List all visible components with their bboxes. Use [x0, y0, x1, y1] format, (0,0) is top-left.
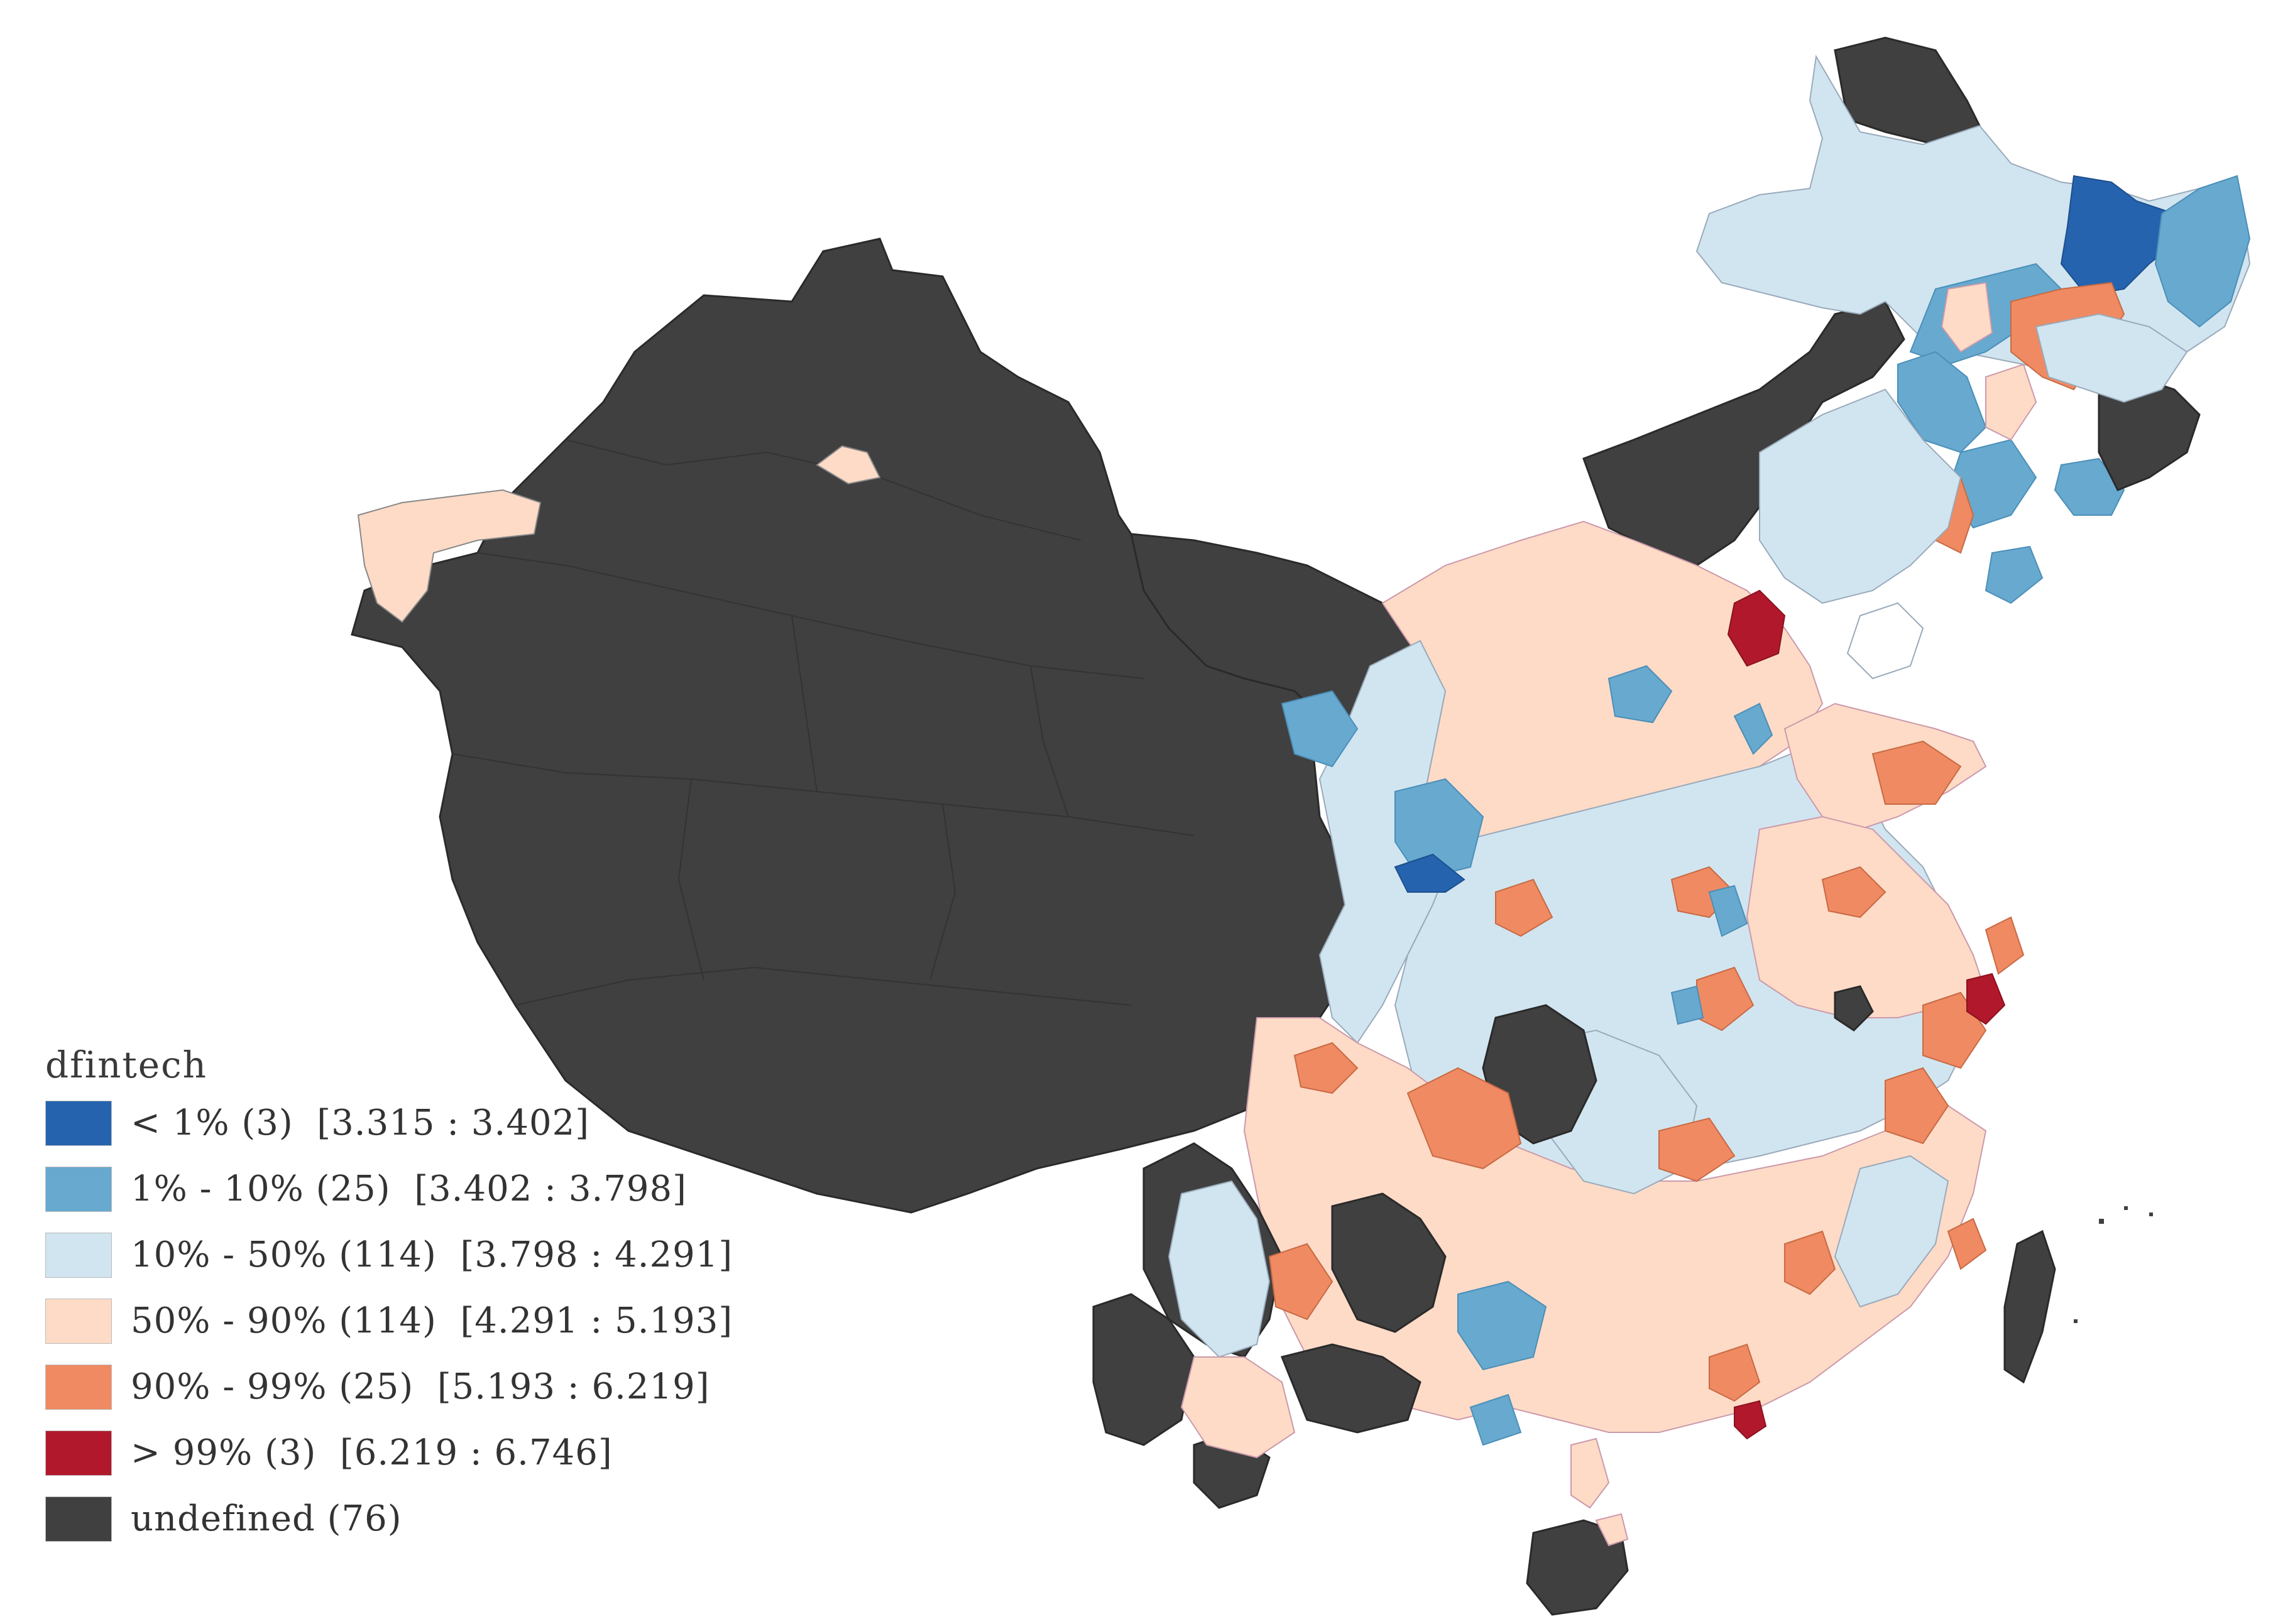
legend: dfintech < 1% (3) [3.315 : 3.402] 1% - 10… [45, 1040, 894, 1552]
region-liaoning [1759, 388, 1962, 604]
region-west-small-b [816, 445, 881, 485]
region-sichuan-lightblue [1168, 1180, 1271, 1358]
legend-label: 10% - 50% (114) [3.798 : 4.291] [131, 1234, 733, 1275]
region-hainan-beige [1595, 1513, 1629, 1547]
region-undefined-southwest-c [1280, 1343, 1421, 1434]
region-undefined-small [1834, 985, 1874, 1032]
region-red-beijing [1727, 589, 1786, 667]
legend-item: 90% - 99% (25) [5.193 : 6.219] [45, 1354, 894, 1420]
region-ne-blue-e [2054, 457, 2125, 516]
legend-label: < 1% (3) [3.315 : 3.402] [131, 1103, 590, 1143]
west-internal-boundaries [452, 439, 1195, 1006]
legend-swatch [45, 1232, 112, 1278]
legend-item: < 1% (3) [3.315 : 3.402] [45, 1090, 894, 1156]
legend-item: > 99% (3) [6.219 : 6.746] [45, 1420, 894, 1486]
region-red-shenzhen [1734, 1400, 1767, 1440]
region-ne-darkblue [2060, 175, 2182, 297]
legend-item: 1% - 10% (25) [3.402 : 3.798] [45, 1156, 894, 1222]
region-ne-blue-f [1985, 545, 2044, 604]
region-red-shanghai [1966, 973, 2006, 1025]
east-islands [2074, 1206, 2153, 1323]
legend-item: 10% - 50% (114) [3.798 : 4.291] [45, 1222, 894, 1288]
legend-label: 1% - 10% (25) [3.402 : 3.798] [131, 1169, 687, 1209]
region-ne-blue-c [1897, 351, 1987, 454]
region-jiangsu-anhui [1746, 815, 1987, 1018]
region-leizhou-beige [1570, 1437, 1610, 1509]
region-undefined-yunnan [1092, 1293, 1195, 1446]
legend-swatch [45, 1166, 112, 1212]
legend-item: 50% - 90% (114) [4.291 : 5.193] [45, 1288, 894, 1354]
blue-districts [1281, 665, 1773, 1446]
region-darkblue-central [1394, 853, 1465, 893]
region-undefined-taiwan [2003, 1229, 2056, 1384]
legend-label: > 99% (3) [6.219 : 6.746] [131, 1432, 613, 1473]
region-fujian-lightblue [1834, 1155, 1949, 1308]
legend-label: 50% - 90% (114) [4.291 : 5.193] [131, 1300, 733, 1341]
region-undefined-southwest-b [1331, 1192, 1447, 1333]
legend-rows: < 1% (3) [3.315 : 3.402] 1% - 10% (25) [3… [45, 1090, 894, 1552]
legend-swatch [45, 1430, 112, 1476]
region-ne-lightblue-east [2035, 313, 2188, 403]
region-ne-beige-a [1941, 281, 1993, 353]
region-central-lightblue [1318, 640, 1459, 1044]
bohai-sea [1846, 602, 1924, 680]
legend-item: undefined (76) [45, 1486, 894, 1552]
region-undefined-hainan [1526, 1519, 1629, 1616]
region-ne-blue-a [2154, 175, 2251, 328]
legend-swatch [45, 1100, 112, 1146]
region-ne-beige-b [1985, 363, 2037, 441]
legend-swatch [45, 1496, 112, 1542]
orange-districts [1268, 740, 2025, 1402]
region-yunnan-beige [1180, 1356, 1296, 1459]
legend-label: undefined (76) [131, 1498, 402, 1539]
legend-label: 90% - 99% (25) [5.193 : 6.219] [131, 1366, 710, 1407]
region-west-small-a [357, 489, 542, 623]
legend-swatch [45, 1298, 112, 1344]
legend-swatch [45, 1364, 112, 1410]
legend-title: dfintech [45, 1044, 207, 1086]
